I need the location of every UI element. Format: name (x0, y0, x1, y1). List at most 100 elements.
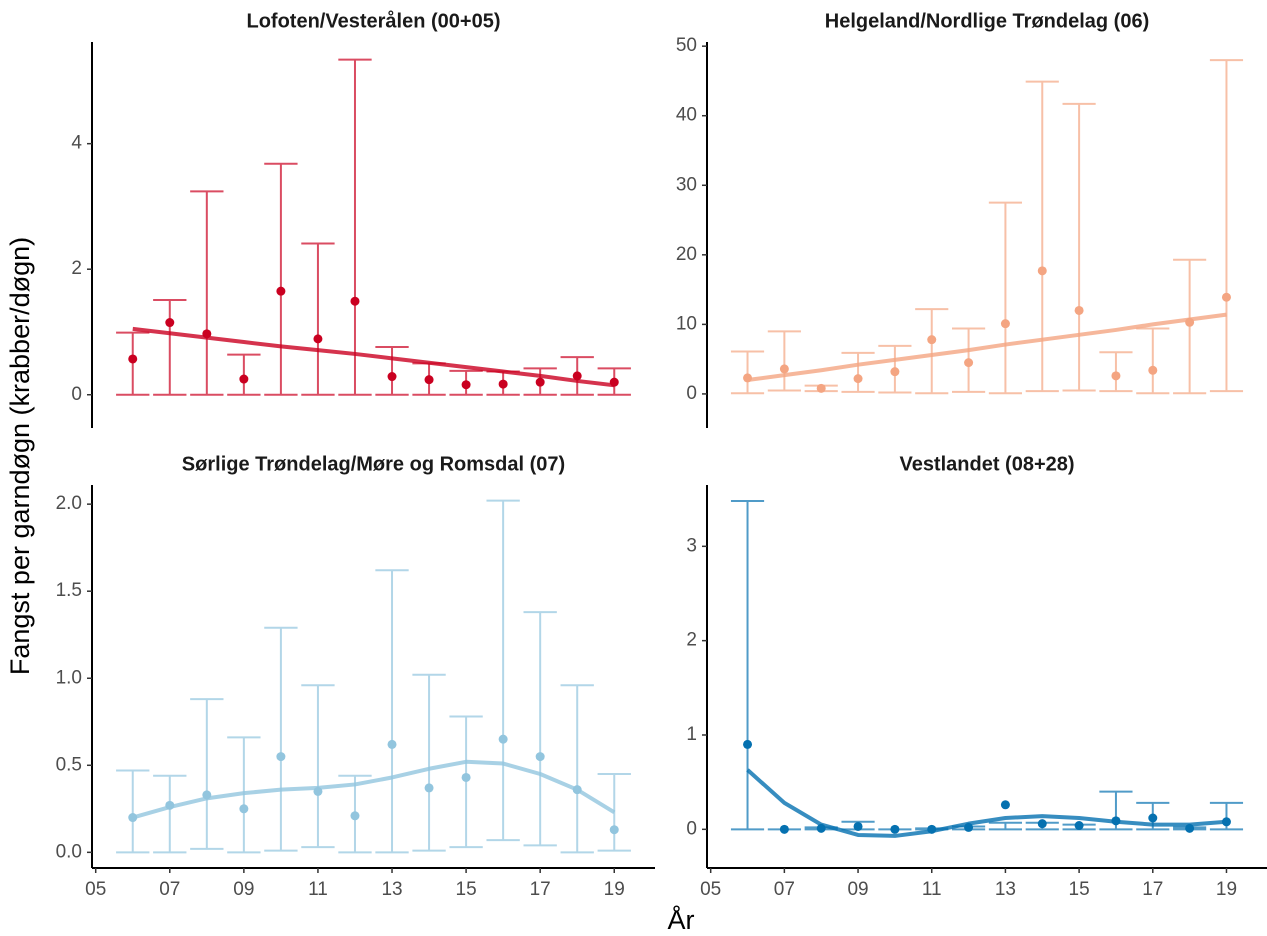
point (1000, 800, 1010, 810)
x-tick-label: 09 (233, 879, 254, 900)
point (239, 804, 249, 814)
point (743, 373, 753, 383)
point (1037, 266, 1047, 276)
point (853, 821, 863, 831)
error-bar (375, 346, 409, 396)
y-tick-label: 1 (686, 724, 697, 745)
point (276, 752, 286, 762)
error-bar (841, 351, 875, 393)
point (1074, 821, 1084, 831)
y-tick-label: 0 (71, 384, 82, 405)
point (1037, 819, 1047, 829)
point (128, 354, 138, 364)
x-tick-label: 17 (530, 879, 551, 900)
x-tick-label: 13 (381, 879, 402, 900)
error-bar (523, 611, 557, 847)
error-bar (486, 499, 520, 842)
point (313, 334, 323, 344)
point (890, 367, 900, 377)
x-tick-label: 05 (85, 879, 106, 900)
trend-line (747, 312, 1227, 382)
point (572, 371, 582, 381)
point (1074, 305, 1084, 315)
error-bar (153, 298, 187, 396)
panel-title: Lofoten/Vesterålen (00+05) (247, 9, 501, 32)
x-axis-title: År (668, 904, 695, 935)
point (964, 822, 974, 832)
y-tick-label: 2 (686, 630, 697, 651)
error-bar (264, 162, 298, 396)
y-tick-label: 0 (686, 818, 697, 839)
point (239, 374, 249, 384)
trend-line (132, 326, 615, 388)
point (128, 813, 138, 823)
error-bar (1025, 80, 1059, 393)
error-bar (264, 626, 298, 852)
point (1111, 371, 1121, 381)
y-tick-label: 0.0 (56, 841, 82, 862)
error-bar (1136, 327, 1170, 395)
point (609, 377, 619, 387)
x-tick-label: 09 (847, 879, 868, 900)
y-axis-title: Fangst per garndøgn (krabber/døgn) (5, 237, 35, 675)
point (890, 824, 900, 834)
y-tick-label: 20 (676, 244, 697, 265)
y-tick-label: 50 (676, 35, 697, 56)
panel-title: Vestlandet (08+28) (899, 453, 1074, 475)
point (1148, 365, 1158, 375)
error-bar (1209, 59, 1244, 393)
trend-line (746, 768, 1227, 838)
point (1148, 813, 1158, 823)
point (779, 364, 789, 374)
point (461, 772, 471, 782)
x-tick-label: 19 (1216, 879, 1237, 900)
y-tick-label: 0.5 (56, 754, 82, 775)
error-bar (1062, 102, 1096, 392)
error-bar (301, 242, 335, 396)
point (387, 739, 397, 749)
x-tick-label: 13 (995, 879, 1016, 900)
y-tick-label: 40 (676, 105, 697, 126)
x-tick-label: 07 (159, 879, 180, 900)
point (927, 824, 937, 834)
error-bar (153, 774, 187, 854)
point (461, 380, 471, 390)
y-tick-label: 10 (676, 313, 697, 334)
point (165, 800, 175, 810)
point (350, 296, 360, 306)
point (424, 375, 434, 385)
y-tick-label: 0 (686, 383, 697, 404)
y-tick-label: 3 (686, 535, 697, 556)
error-bar (301, 684, 335, 849)
point (1111, 816, 1121, 826)
y-tick-label: 4 (71, 133, 82, 154)
point (1185, 317, 1195, 327)
x-tick-label: 15 (1069, 879, 1090, 900)
error-bar (730, 350, 765, 395)
point (1000, 319, 1010, 329)
point (1185, 823, 1195, 833)
error-bar (412, 673, 446, 852)
error-bar (116, 769, 150, 854)
trend-line (132, 759, 616, 820)
error-bar (560, 684, 594, 854)
point (927, 335, 937, 345)
y-tick-label: 2 (71, 258, 82, 279)
error-bar (915, 308, 949, 395)
error-bar (597, 772, 631, 852)
x-tick-label: 07 (774, 879, 795, 900)
point (350, 811, 360, 821)
point (387, 372, 397, 382)
y-tick-label: 1.0 (56, 667, 82, 688)
x-tick-label: 05 (700, 879, 721, 900)
point (816, 383, 826, 393)
x-tick-label: 11 (922, 879, 942, 900)
error-bar (338, 58, 372, 396)
error-bar (988, 201, 1022, 395)
point (816, 823, 826, 833)
y-tick-label: 2.0 (56, 493, 82, 514)
point (165, 318, 175, 328)
x-tick-label: 17 (1142, 879, 1163, 900)
panel-title: Helgeland/Nordlige Trøndelag (06) (825, 10, 1150, 32)
y-tick-label: 1.5 (56, 580, 82, 601)
